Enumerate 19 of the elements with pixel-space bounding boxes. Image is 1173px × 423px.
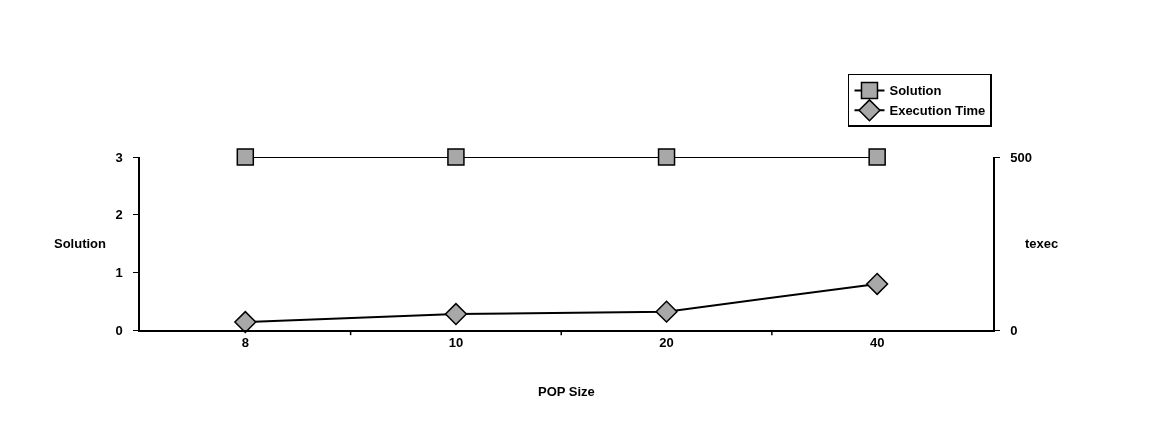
x-tick-label: 8 bbox=[241, 335, 249, 351]
x-axis-title: POP Size bbox=[538, 384, 595, 399]
legend-label: Execution Time bbox=[889, 103, 986, 119]
y-axis-title: Solution bbox=[54, 236, 107, 251]
point bbox=[444, 302, 468, 326]
y-tick-label: 3 bbox=[115, 149, 123, 165]
point bbox=[655, 300, 678, 323]
y-tick-label: 1 bbox=[115, 264, 123, 280]
y-tick-label: 2 bbox=[115, 207, 123, 223]
point bbox=[234, 310, 257, 334]
legend-label: Solution bbox=[889, 83, 942, 99]
y2-axis-title: texec bbox=[1025, 236, 1059, 251]
y-tick-label: 0 bbox=[115, 322, 123, 338]
x-tick-label: 20 bbox=[659, 335, 674, 351]
y2-tick-label: 0 bbox=[1010, 322, 1018, 338]
x-tick-label: 10 bbox=[448, 335, 464, 351]
point bbox=[866, 272, 889, 296]
y2-tick-label: 500 bbox=[1010, 149, 1033, 165]
x-tick-label: 40 bbox=[869, 335, 885, 351]
